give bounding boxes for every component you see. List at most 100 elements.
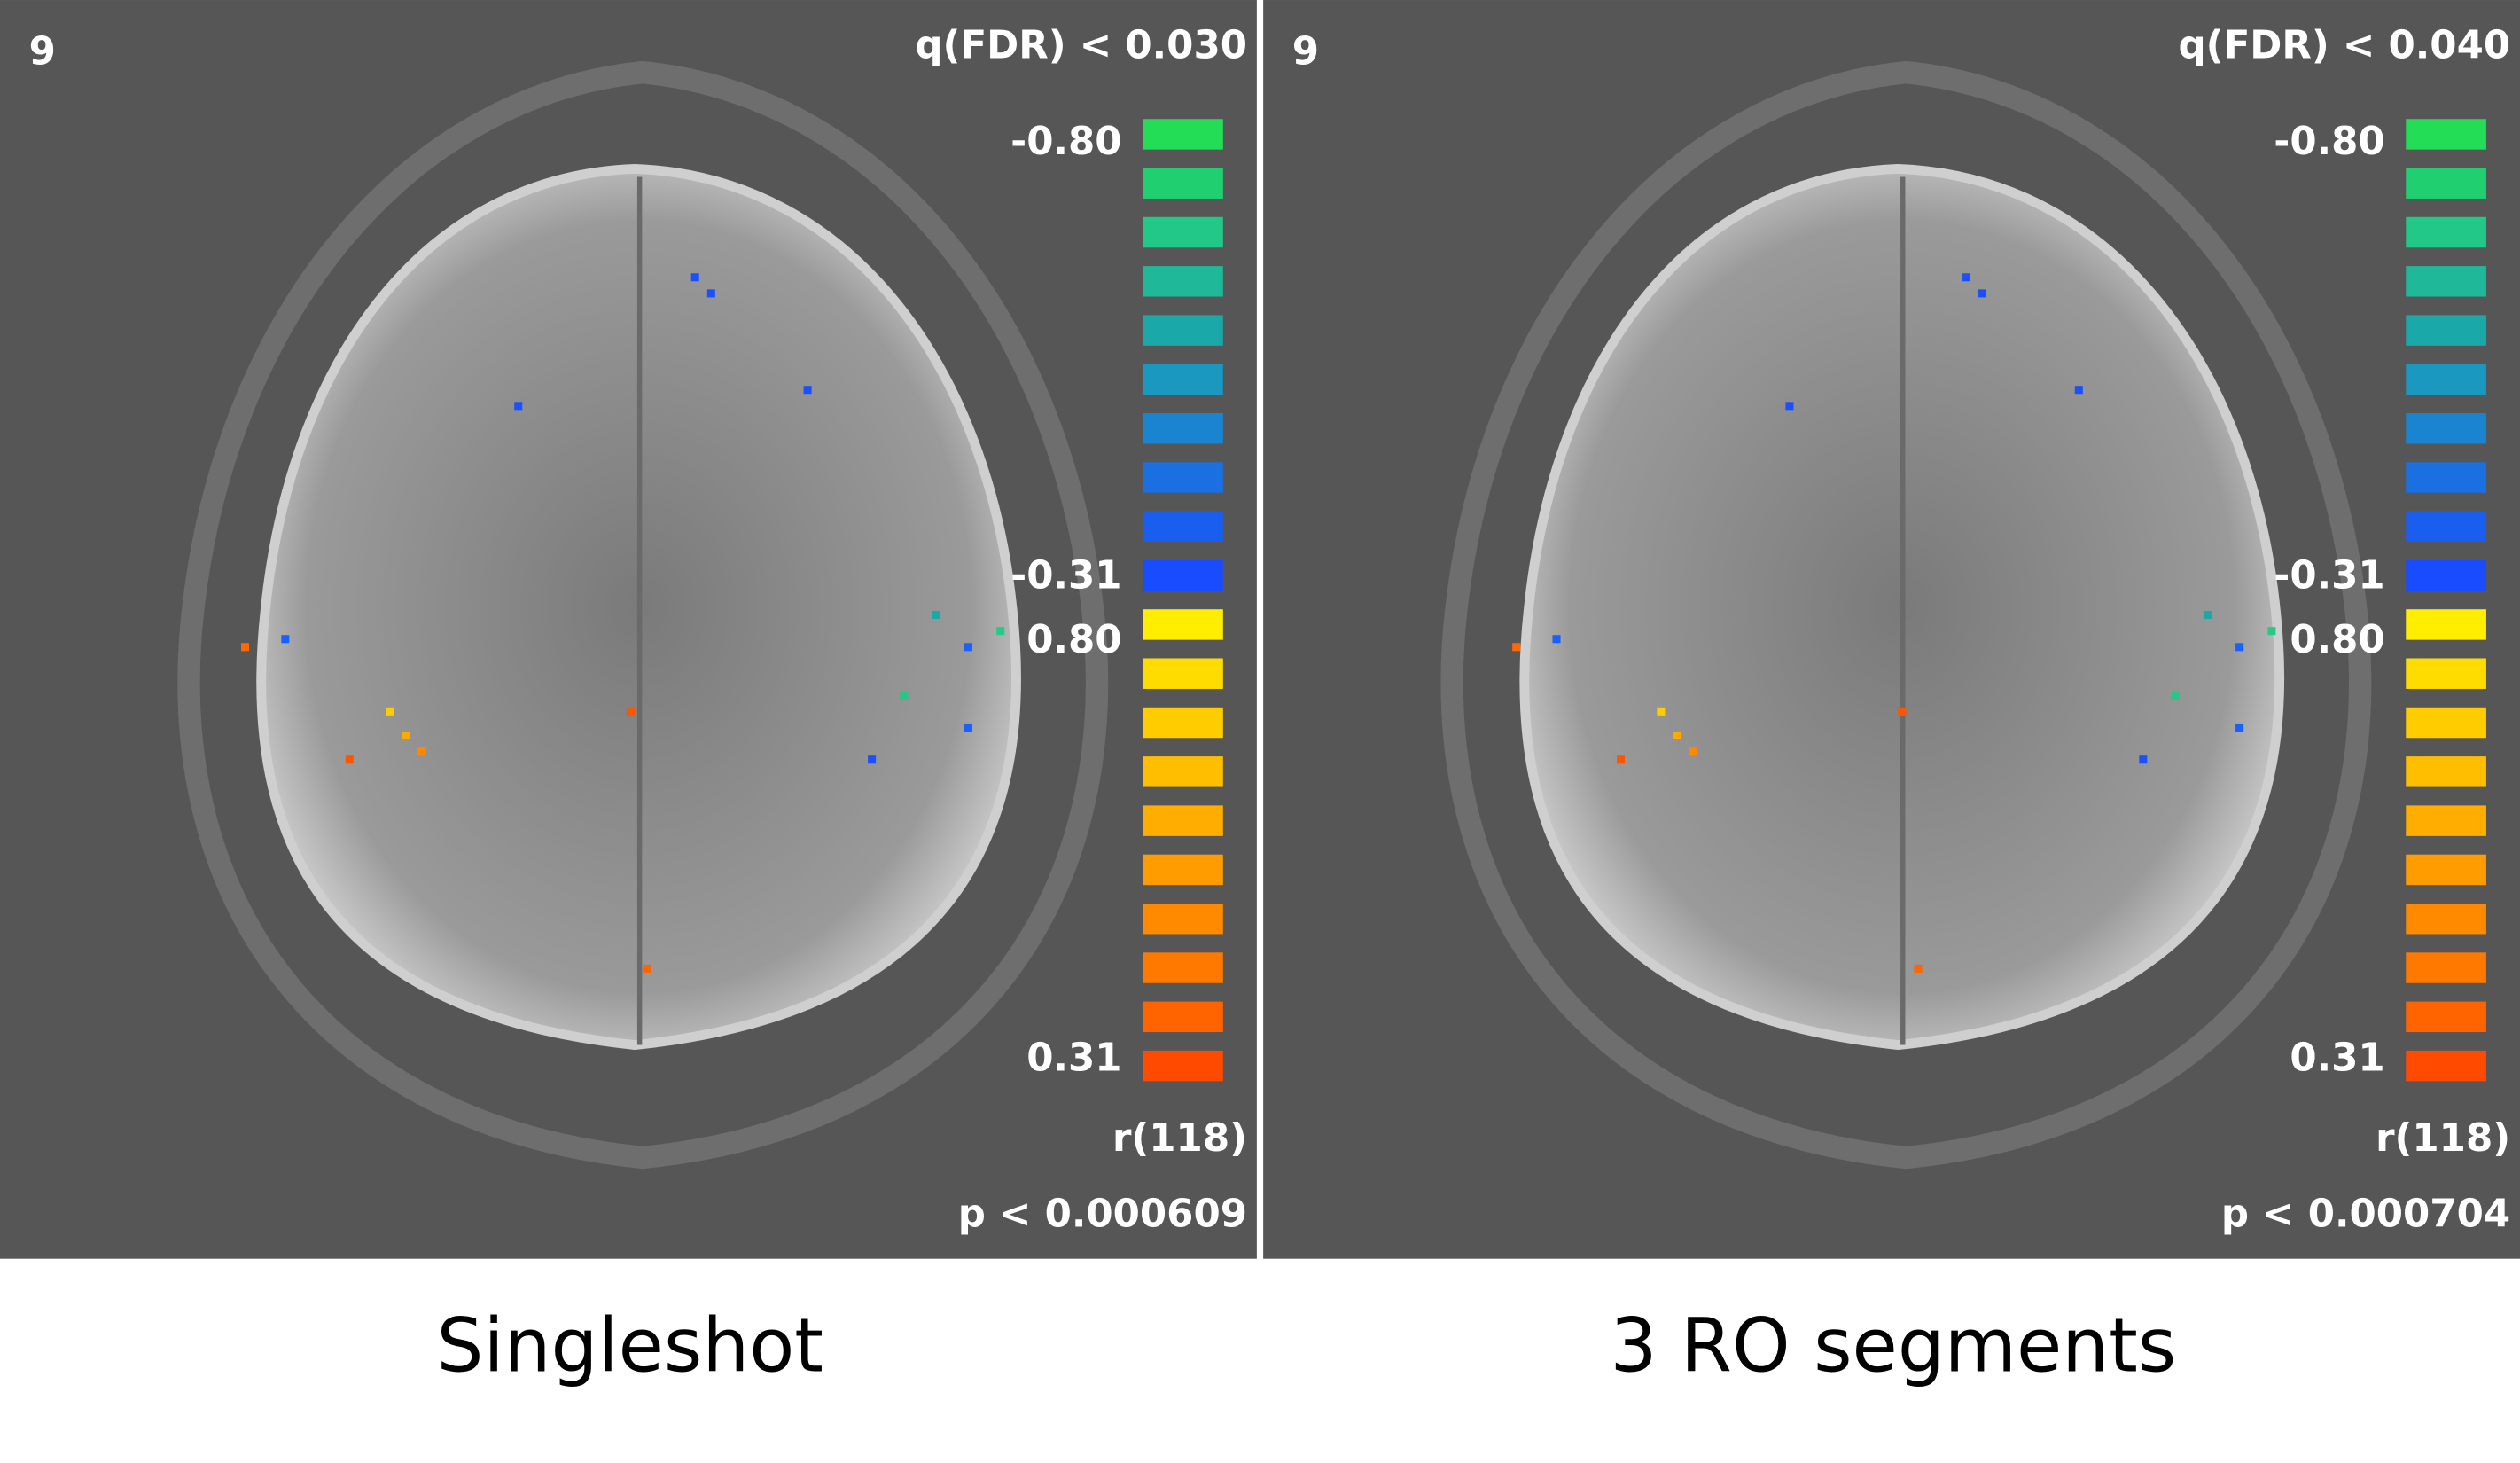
head-outline — [1440, 60, 2372, 1170]
colorbar-label: 0.80 — [1026, 618, 1121, 662]
activation-voxel — [1978, 289, 1987, 298]
colorbar-swatch — [1143, 1050, 1223, 1082]
activation-voxel — [1962, 273, 1970, 282]
colorbar-swatch — [1143, 315, 1223, 346]
activation-voxel — [996, 627, 1005, 636]
activation-voxel — [964, 723, 972, 732]
activation-voxel — [2074, 386, 2083, 395]
colorbar-label: -0.80 — [1010, 120, 1121, 164]
colorbar-swatch — [1143, 658, 1223, 689]
colorbar-swatch — [2406, 168, 2486, 199]
colorbar-swatch — [2406, 854, 2486, 886]
activation-voxel — [2203, 611, 2212, 620]
colorbar-swatch — [2406, 609, 2486, 640]
colorbar-swatch — [1143, 904, 1223, 935]
colorbar-swatch — [2406, 462, 2486, 493]
caption: 3 RO segments — [1610, 1303, 2176, 1389]
colorbar-swatch — [1143, 952, 1223, 983]
activation-voxel — [1914, 964, 1923, 973]
colorbar-swatch — [2406, 412, 2486, 444]
colorbar-swatch — [1143, 707, 1223, 739]
colorbar-swatch — [2406, 1050, 2486, 1082]
activation-voxel — [281, 635, 290, 644]
activation-voxel — [627, 707, 636, 716]
colorbar-swatch — [1143, 216, 1223, 248]
colorbar-label: 0.80 — [2290, 618, 2384, 662]
activation-voxel — [402, 732, 410, 740]
colorbar-swatch — [2406, 756, 2486, 787]
activation-voxel — [1617, 755, 1626, 764]
activation-voxel — [514, 402, 523, 411]
colorbar-swatch — [1143, 1001, 1223, 1033]
colorbar-swatch — [1143, 511, 1223, 543]
colorbar-swatch — [2406, 119, 2486, 150]
colorbar-swatch — [2406, 364, 2486, 395]
activation-voxel — [1785, 402, 1794, 411]
colorbar-swatch — [2406, 216, 2486, 248]
colorbar-swatch — [1143, 805, 1223, 836]
stat-label: r(118) — [2376, 1116, 2510, 1161]
colorbar-swatch — [1143, 119, 1223, 150]
colorbar-swatch — [2406, 266, 2486, 297]
colorbar-swatch — [2406, 1001, 2486, 1033]
head-outline — [177, 60, 1109, 1170]
activation-voxel — [706, 289, 715, 298]
q-threshold: q(FDR) < 0.030 — [915, 23, 1247, 67]
activation-voxel — [964, 643, 972, 652]
activation-voxel — [2235, 723, 2244, 732]
activation-voxel — [345, 755, 354, 764]
p-threshold: p < 0.000704 — [2221, 1192, 2510, 1236]
activation-voxel — [900, 691, 909, 700]
activation-voxel — [932, 611, 940, 620]
activation-voxel — [1689, 747, 1697, 756]
colorbar-swatch — [1143, 462, 1223, 493]
colorbar-label: -0.80 — [2274, 120, 2384, 164]
panel: 9 q(FDR) < 0.040 -0.80 -0.31 0.80 0.31 r(118) p… — [1263, 0, 2520, 1389]
colorbar-label: -0.31 — [1010, 554, 1121, 598]
activation-voxel — [690, 273, 699, 282]
colorbar-label: -0.31 — [2274, 554, 2384, 598]
activation-voxel — [2139, 755, 2148, 764]
colorbar-swatch — [1143, 756, 1223, 787]
colorbar-label: 0.31 — [1026, 1037, 1121, 1081]
slice-number: 9 — [1292, 30, 1319, 74]
colorbar-swatch — [2406, 904, 2486, 935]
colorbar-swatch — [2406, 658, 2486, 689]
activation-voxel — [417, 747, 426, 756]
activation-voxel — [2171, 691, 2180, 700]
colorbar-swatch — [1143, 266, 1223, 297]
activation-voxel — [1898, 707, 1907, 716]
colorbar-swatch — [2406, 511, 2486, 543]
activation-voxel — [2267, 627, 2276, 636]
colorbar-swatch — [1143, 364, 1223, 395]
caption: Singleshot — [437, 1303, 823, 1389]
colorbar-swatch — [2406, 315, 2486, 346]
activation-voxel — [1552, 635, 1561, 644]
activation-voxel — [643, 964, 651, 973]
stat-label: r(118) — [1112, 1116, 1247, 1161]
activation-voxel — [1657, 707, 1666, 716]
panel: 9 q(FDR) < 0.030 -0.80 -0.31 0.80 0.31 r(118) p… — [0, 0, 1257, 1389]
colorbar-swatch — [1143, 609, 1223, 640]
slice-number: 9 — [29, 30, 56, 74]
colorbar-swatch — [2406, 952, 2486, 983]
q-threshold: q(FDR) < 0.040 — [2179, 23, 2511, 67]
colorbar-swatch — [2406, 805, 2486, 836]
colorbar-swatch — [1143, 168, 1223, 199]
activation-voxel — [803, 386, 812, 395]
activation-voxel — [2235, 643, 2244, 652]
p-threshold: p < 0.000609 — [958, 1192, 1247, 1236]
activation-voxel — [868, 755, 877, 764]
activation-voxel — [386, 707, 394, 716]
colorbar-label: 0.31 — [2290, 1037, 2384, 1081]
activation-voxel — [1673, 732, 1681, 740]
colorbar-swatch — [1143, 559, 1223, 591]
colorbar-swatch — [2406, 559, 2486, 591]
activation-voxel — [1512, 643, 1521, 652]
colorbar-swatch — [1143, 854, 1223, 886]
colorbar-swatch — [1143, 412, 1223, 444]
activation-voxel — [240, 643, 250, 652]
colorbar-swatch — [2406, 707, 2486, 739]
